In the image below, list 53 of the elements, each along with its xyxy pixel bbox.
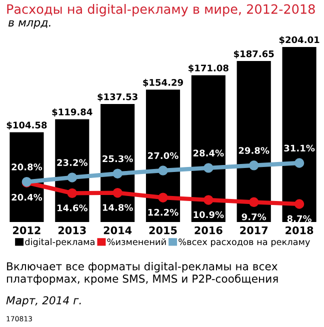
data-label: 8.7% bbox=[287, 215, 312, 222]
data-label: $187.65 bbox=[234, 50, 274, 58]
x-tick-label: 2012 bbox=[13, 226, 40, 234]
data-label: $104.58 bbox=[6, 121, 47, 130]
data-label: $154.29 bbox=[143, 78, 183, 88]
bar bbox=[282, 47, 316, 222]
data-label: 23.2% bbox=[57, 159, 88, 166]
point bbox=[248, 160, 259, 170]
text: Март, 2014 г. bbox=[6, 296, 81, 306]
text: Включает все форматы digital-рекламы на всех платформах, кроме SMS, MMS и P2P-сообщения bbox=[6, 262, 278, 285]
x-tick-label: 2013 bbox=[58, 226, 86, 234]
point bbox=[248, 197, 259, 208]
point bbox=[67, 172, 78, 182]
point bbox=[294, 158, 304, 168]
data-label: 10.9% bbox=[194, 211, 224, 218]
x-tick-label: 2016 bbox=[194, 226, 222, 234]
x-tick-label: 2014 bbox=[104, 226, 132, 234]
point bbox=[158, 192, 168, 202]
data-label: 14.6% bbox=[58, 204, 88, 212]
point bbox=[294, 199, 304, 209]
point bbox=[112, 168, 122, 178]
data-label: 31.1% bbox=[284, 144, 315, 152]
data-label: 25.3% bbox=[102, 155, 133, 162]
data-label: 29.8% bbox=[238, 147, 270, 154]
x-tick-label: 2015 bbox=[149, 226, 177, 234]
data-label: 14.8% bbox=[102, 204, 133, 211]
bar bbox=[146, 90, 180, 222]
data-label: 20.8% bbox=[12, 164, 42, 170]
bar bbox=[10, 132, 44, 222]
data-label: $137.53 bbox=[98, 93, 138, 102]
chart-title: Расходы на digital-рекламу в мире, 2012-2018 bbox=[7, 4, 315, 16]
point bbox=[204, 195, 214, 205]
point bbox=[204, 163, 214, 173]
bar bbox=[100, 104, 135, 222]
point bbox=[112, 188, 122, 198]
data-label: 27.0% bbox=[148, 152, 178, 160]
legend-label: %изменений bbox=[107, 238, 166, 246]
data-label: 28.4% bbox=[193, 150, 224, 156]
legend-label: digital-реклама bbox=[25, 238, 94, 247]
point bbox=[158, 166, 168, 176]
x-tick-label: 2017 bbox=[240, 226, 268, 234]
bar bbox=[191, 75, 226, 222]
data-label: 9.7% bbox=[242, 213, 266, 220]
x-tick-label: 2018 bbox=[286, 226, 314, 234]
point bbox=[67, 188, 78, 198]
data-label: $119.84 bbox=[52, 108, 92, 117]
chart-subtitle: в млрд. bbox=[8, 20, 50, 29]
data-label: $204.01 bbox=[279, 36, 320, 44]
bar bbox=[236, 61, 271, 222]
data-label: 20.4% bbox=[12, 194, 42, 201]
data-label: $171.08 bbox=[188, 64, 228, 73]
legend-label: %всех расходов на рекламу bbox=[178, 238, 310, 247]
data-label: 12.2% bbox=[148, 208, 178, 216]
